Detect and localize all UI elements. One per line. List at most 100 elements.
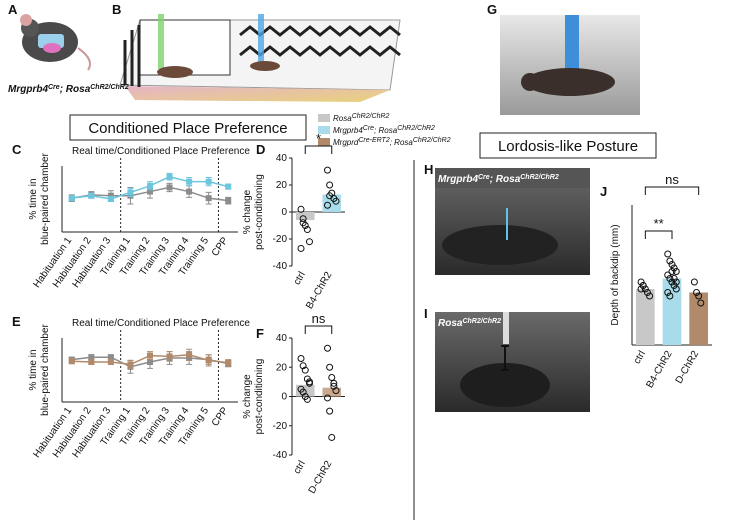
significance-label: ns <box>312 311 326 326</box>
bar <box>636 289 655 345</box>
x-tick-label: ctrl <box>292 270 308 287</box>
data-point <box>332 197 340 205</box>
section-box <box>69 114 307 141</box>
data-point <box>303 226 311 234</box>
x-tick-label: CPP <box>210 235 231 258</box>
significance-bracket <box>304 145 333 154</box>
y-tick-label: 0 <box>281 207 287 218</box>
panel-label: B <box>112 2 121 17</box>
data-point <box>664 289 672 296</box>
superscript: ChR2/ChR2 <box>90 84 129 91</box>
data-point <box>299 362 307 370</box>
bar <box>689 292 708 345</box>
data-point <box>205 357 212 364</box>
data-point <box>147 188 153 195</box>
data-point <box>641 285 649 293</box>
superscript: Cre-ERT2 <box>358 137 389 144</box>
text-segment: Rosa <box>333 114 352 123</box>
panel-label: D <box>256 142 265 157</box>
y-axis-label: % time in <box>28 349 39 390</box>
rich-text: RosaChR2/ChR2 <box>333 113 390 124</box>
superscript: ChR2/ChR2 <box>397 125 435 132</box>
data-point <box>299 219 307 227</box>
data-point <box>637 278 645 286</box>
superscript: Cre <box>478 174 490 181</box>
data-point <box>668 278 676 286</box>
rich-text: Mrgprb4Cre; RosaChR2/ChR2 <box>438 174 559 186</box>
superscript: ChR2/ChR2 <box>520 174 559 181</box>
data-point <box>672 285 680 293</box>
data-point <box>326 363 334 371</box>
chamber-illustration <box>119 14 401 102</box>
data-point <box>225 183 232 190</box>
data-point <box>68 358 75 365</box>
data-point <box>186 178 193 185</box>
data-point <box>186 351 193 358</box>
data-point <box>297 354 305 362</box>
data-point <box>147 359 153 365</box>
data-point <box>88 354 95 361</box>
y-tick-label: 20 <box>276 180 288 191</box>
data-point <box>127 361 134 368</box>
superscript: Cre <box>363 125 374 132</box>
data-point <box>672 268 680 275</box>
x-tick-label: CPP <box>210 405 231 428</box>
data-point <box>88 192 95 199</box>
data-point <box>299 388 307 396</box>
data-point <box>297 244 305 252</box>
y-tick-label: 0 <box>281 392 287 403</box>
panel-label: I <box>424 306 428 321</box>
data-point <box>297 205 305 213</box>
data-point <box>330 382 338 390</box>
superscript: ChR2/ChR2 <box>413 137 451 144</box>
data-point <box>672 278 680 286</box>
y-tick-label: -20 <box>273 234 288 245</box>
data-point <box>299 215 307 223</box>
depth-bracket <box>501 345 509 371</box>
data-point <box>646 292 654 300</box>
stimulation-illustration <box>500 15 640 115</box>
panel-label: H <box>424 162 433 177</box>
data-point <box>670 264 678 272</box>
data-point <box>666 292 674 300</box>
text-segment: Mrgprb4 <box>333 126 363 135</box>
y-axis-label: blue-paired chamber <box>40 323 51 415</box>
x-tick-label: B4-ChR2 <box>645 349 675 390</box>
data-point <box>324 344 332 352</box>
text-segment: Mrgprd <box>333 138 359 147</box>
data-point <box>301 366 309 374</box>
mouse-photo <box>460 363 550 407</box>
data-point <box>147 352 153 359</box>
x-tick-label: D-ChR2 <box>307 459 335 496</box>
mouse-illustration <box>20 14 91 71</box>
data-point <box>693 289 701 296</box>
bar <box>322 387 342 397</box>
y-axis-label: % change <box>242 374 253 419</box>
data-point <box>670 275 678 282</box>
mouse-photo <box>442 225 558 265</box>
text-segment: ; Rosa <box>374 126 398 135</box>
text-segment: Mrgprb4 <box>8 84 48 95</box>
chart-title: Real time/Conditioned Place Preference <box>72 146 250 157</box>
significance-label: ** <box>654 216 664 231</box>
panel-label: G <box>487 2 497 17</box>
significance-bracket <box>304 325 333 334</box>
significance-bracket <box>644 230 673 239</box>
significance-label: ns <box>665 172 679 187</box>
data-point <box>205 178 212 185</box>
x-tick-label: ctrl <box>632 349 648 366</box>
data-point <box>225 359 232 366</box>
data-point <box>330 379 338 387</box>
data-point <box>328 433 336 441</box>
data-point <box>697 299 705 307</box>
data-point <box>225 197 232 204</box>
superscript: Cre <box>48 84 60 91</box>
data-point <box>326 407 334 415</box>
y-axis-label: post-conditioning <box>254 174 265 250</box>
data-point <box>107 354 114 361</box>
legend-swatch <box>318 138 330 146</box>
section-box <box>479 132 657 159</box>
data-point <box>664 250 672 258</box>
data-point <box>324 166 332 174</box>
